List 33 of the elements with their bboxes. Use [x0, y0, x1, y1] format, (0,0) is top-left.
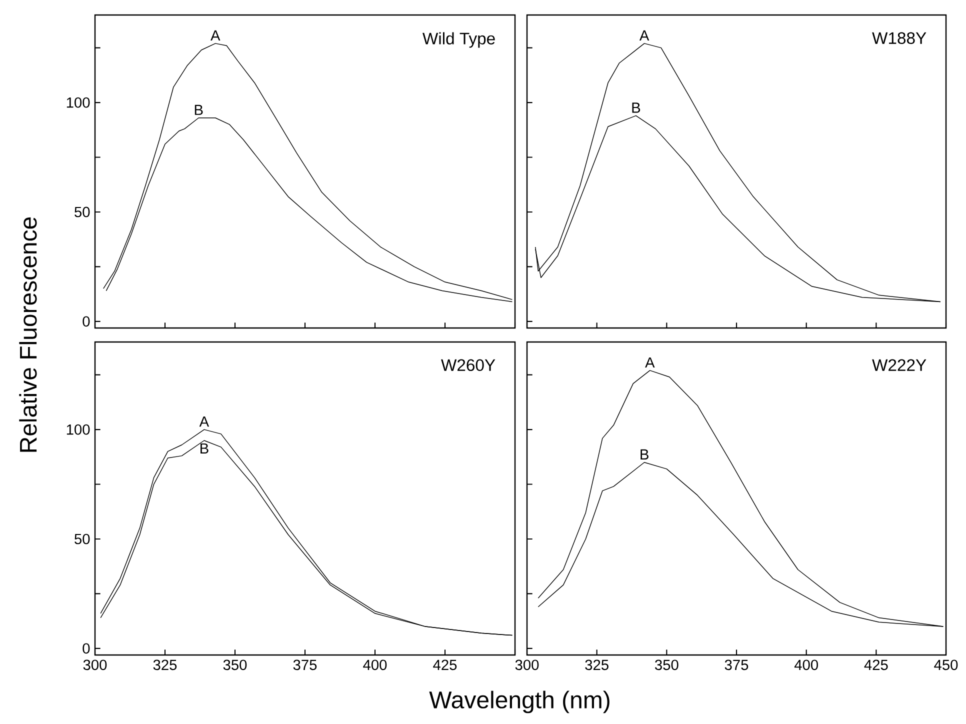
x-tick-label: 300 [83, 660, 107, 670]
y-tick-label: 0 [82, 643, 90, 654]
x-axis-title: Wavelength (nm) [429, 690, 610, 714]
x-tick-label: 425 [864, 660, 888, 670]
series-label: A [639, 30, 650, 41]
y-axis-title: Relative Fluorescence [19, 217, 37, 452]
series-label: B [194, 104, 203, 115]
x-tick-label: 325 [153, 660, 177, 670]
text: W188Y [872, 32, 926, 44]
series-label: B [640, 449, 648, 460]
series-label: A [210, 30, 220, 41]
y-tick-label: 50 [74, 206, 90, 218]
x-tick-label: 400 [794, 660, 818, 670]
text: W260Y [441, 359, 496, 372]
text: Wild Type [422, 32, 495, 48]
series-label: B [200, 443, 208, 454]
series-label: A [199, 416, 210, 427]
x-tick-label: 300 [515, 660, 539, 670]
x-tick-label: 450 [934, 660, 958, 670]
x-tick-label: 375 [293, 660, 317, 670]
x-tick-label: 400 [363, 660, 387, 670]
y-tick-label: 0 [82, 316, 90, 327]
text: W222Y [872, 359, 926, 371]
series-label: A [645, 357, 655, 368]
x-tick-label: 375 [724, 660, 748, 670]
y-tick-label: 100 [66, 424, 90, 435]
y-tick-label: 50 [74, 534, 90, 544]
x-tick-label: 350 [223, 660, 247, 670]
x-tick-label: 350 [655, 660, 678, 670]
x-tick-label: 325 [585, 660, 608, 670]
y-tick-label: 100 [66, 97, 90, 108]
x-tick-label: 425 [433, 660, 457, 670]
series-label: B [632, 102, 640, 113]
